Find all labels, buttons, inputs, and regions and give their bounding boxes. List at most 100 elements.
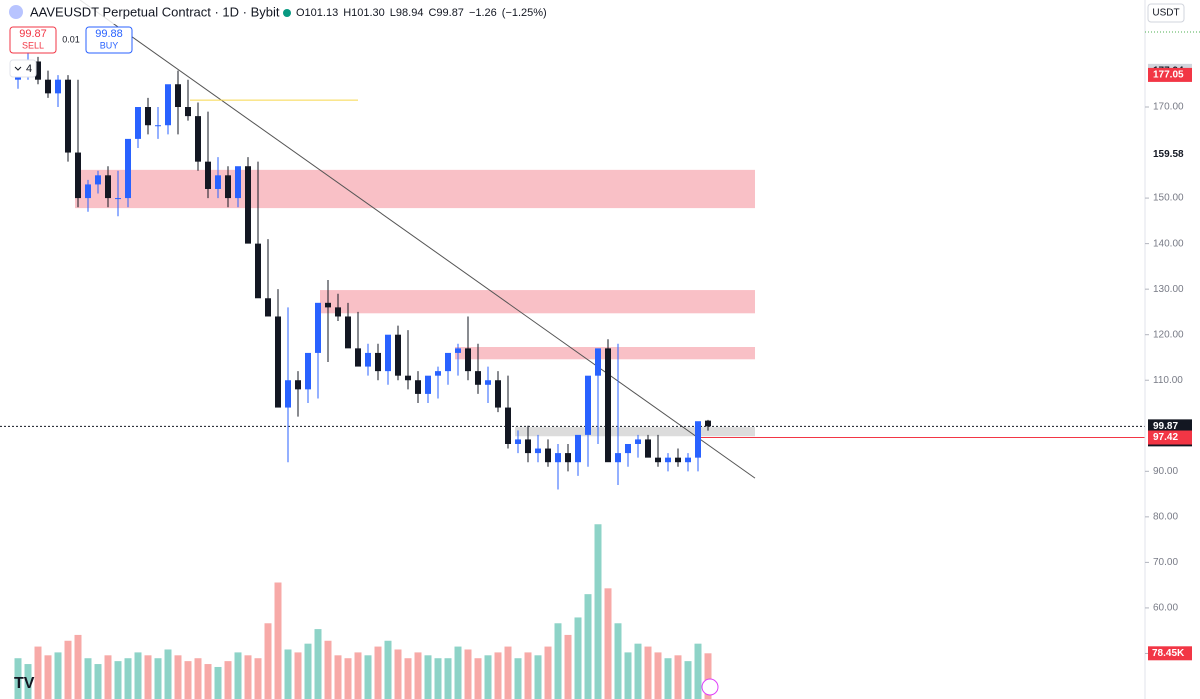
drawings: [0, 0, 1145, 479]
volume-bar: [464, 649, 472, 699]
volume-bar: [124, 658, 132, 699]
price-label-bg: [1148, 430, 1192, 445]
spread: 0.01: [62, 34, 80, 44]
candle-body: [35, 61, 41, 80]
candle-body: [85, 184, 91, 199]
candle-body: [615, 453, 621, 463]
y-tick-label: 130.00: [1153, 284, 1184, 295]
candle-body: [115, 198, 121, 200]
price-label-bg: [1148, 67, 1192, 82]
candle-body: [135, 107, 141, 139]
candle-body: [685, 457, 691, 463]
header: AAVEUSDT Perpetual Contract · 1D · Bybit…: [0, 0, 720, 78]
candle-body: [515, 439, 521, 444]
ohlc: O101.13 H101.30 L98.94 C99.87 −1.26 (−1.25%): [296, 7, 547, 19]
candle-body: [95, 175, 101, 185]
volume-bar: [514, 658, 522, 699]
volume-bar: [474, 658, 482, 699]
candle-body: [145, 107, 151, 126]
volume-bar: [104, 655, 112, 699]
volume-bar: [284, 649, 292, 699]
volume-bar: [254, 658, 262, 699]
y-tick-label: 170.00: [1153, 102, 1184, 113]
zone: [515, 427, 755, 437]
candle-body: [155, 125, 161, 127]
volume-bar: [154, 658, 162, 699]
candle-body: [55, 79, 61, 94]
candle-body: [575, 434, 581, 463]
candle-body: [125, 138, 131, 199]
volume-bar: [34, 646, 42, 699]
zone: [75, 169, 755, 209]
volume-bar: [404, 658, 412, 699]
volume-bar: [414, 652, 422, 699]
price-label-bg: [1148, 147, 1192, 162]
volume-bar: [164, 649, 172, 699]
ohlc-value: (−1.25%): [502, 7, 547, 19]
volume-bar: [74, 634, 82, 699]
volume-bar: [544, 646, 552, 699]
volume-bar: [504, 646, 512, 699]
candle-body: [315, 302, 321, 353]
volume-bar: [54, 652, 62, 699]
volume-bar: [144, 655, 152, 699]
candle-body: [585, 375, 591, 435]
candle-body: [365, 352, 371, 367]
volume-bar: [524, 652, 532, 699]
volume-bar: [334, 655, 342, 699]
candle-body: [705, 420, 711, 427]
volume-bar: [114, 661, 122, 699]
flash-icon[interactable]: [701, 678, 719, 696]
volume-bar: [484, 655, 492, 699]
y-tick-label: 140.00: [1153, 238, 1184, 249]
volume-bar: [184, 661, 192, 699]
y-tick-label: 110.00: [1153, 375, 1183, 386]
volume-bar: [194, 658, 202, 699]
volume-bar: [354, 652, 362, 699]
currency-button[interactable]: [1147, 3, 1185, 23]
volume-bar: [244, 655, 252, 699]
buy-price: 99.88: [95, 28, 123, 40]
candle-body: [445, 352, 451, 372]
volume-bar: [94, 664, 102, 699]
volume-bar: [384, 640, 392, 699]
candle-body: [285, 380, 291, 408]
y-tick-label: 80.00: [1153, 511, 1178, 522]
volume-bar: [664, 658, 672, 699]
chevron: [14, 66, 22, 71]
volume-bar: [364, 655, 372, 699]
candle-body: [545, 448, 551, 463]
volume-bar: [654, 652, 662, 699]
y-tick-label: 120.00: [1153, 329, 1184, 340]
candle-body: [225, 175, 231, 199]
candle-body: [185, 107, 191, 117]
candle-body: [525, 439, 531, 454]
volume-bar: [304, 643, 312, 699]
price-label: 159.58: [1153, 149, 1184, 160]
volume-bar: [24, 664, 32, 699]
candle-body: [175, 84, 181, 108]
indicators-toggle[interactable]: [9, 59, 37, 78]
indicators-count: 4: [26, 63, 32, 75]
sell-button[interactable]: [9, 26, 57, 54]
volume-bar: [174, 655, 182, 699]
candle-body: [75, 152, 81, 199]
logo: TV: [14, 675, 35, 692]
volume-bar: [344, 658, 352, 699]
candle-body: [105, 175, 111, 199]
volume-bar: [554, 623, 562, 699]
candle-body: [555, 453, 561, 463]
buy-button[interactable]: [85, 26, 133, 54]
candle-body: [535, 448, 541, 454]
candle-body: [375, 352, 381, 372]
volume-bar: [434, 658, 442, 699]
volume-bar: [214, 666, 222, 699]
header-bg: [0, 0, 720, 24]
candle-body: [645, 439, 651, 458]
candle-body: [565, 453, 571, 463]
candle-body: [475, 371, 481, 385]
volume-bar: [574, 617, 582, 699]
volume-bar: [614, 623, 622, 699]
volume-bar: [14, 658, 22, 699]
